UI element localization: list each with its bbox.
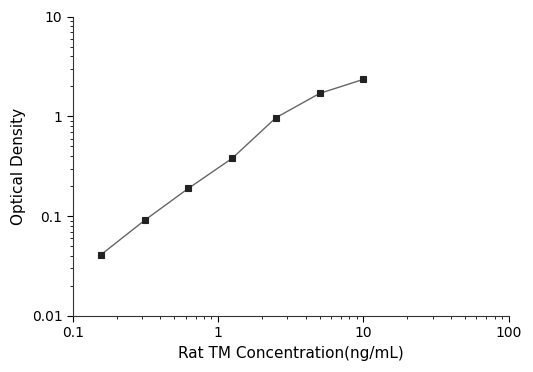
Y-axis label: Optical Density: Optical Density: [11, 108, 26, 225]
X-axis label: Rat TM Concentration(ng/mL): Rat TM Concentration(ng/mL): [178, 346, 403, 361]
